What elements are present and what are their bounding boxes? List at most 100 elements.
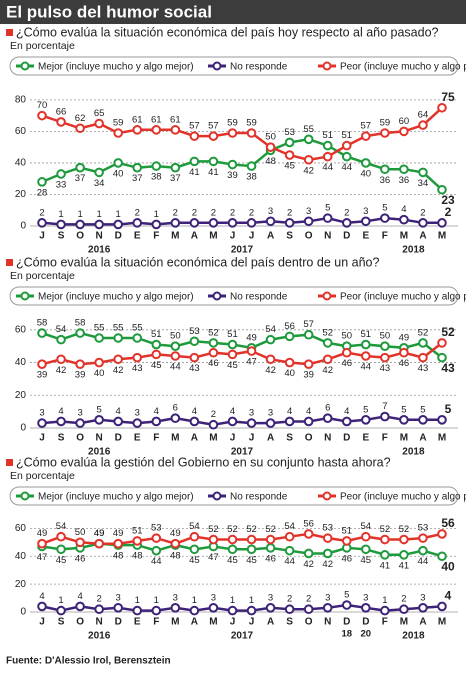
data-point	[303, 134, 314, 145]
data-point	[56, 605, 66, 616]
value-label: 66	[56, 106, 67, 117]
value-label: 56	[284, 321, 295, 332]
data-point	[380, 341, 390, 351]
data-point	[303, 359, 314, 369]
value-label: 52	[227, 524, 238, 535]
legend-item: No responde	[208, 61, 288, 73]
y-tick-label: 40	[15, 551, 27, 562]
value-label: 40	[113, 168, 124, 179]
value-label: 44	[284, 556, 295, 567]
value-label: 49	[170, 528, 181, 539]
x-tick-label: N	[324, 231, 331, 242]
data-point	[399, 126, 409, 137]
legend-box	[9, 56, 459, 76]
legend-item: No responde	[208, 491, 288, 503]
value-label: 41	[189, 167, 200, 178]
chart-title: ¿Cómo evalúa la situación económica del …	[16, 25, 439, 39]
legend-marker	[322, 61, 332, 71]
x-tick-label: F	[153, 231, 159, 242]
data-point	[227, 605, 238, 616]
data-point	[227, 349, 238, 360]
legend-item: No responde	[208, 291, 288, 303]
value-label: 56	[441, 516, 455, 530]
data-point	[208, 419, 219, 430]
year-label: 2016	[88, 447, 111, 458]
data-point	[380, 213, 390, 223]
value-label: 1	[192, 595, 197, 606]
data-point	[37, 418, 47, 428]
data-point	[208, 156, 219, 167]
value-label: 43	[441, 361, 455, 375]
value-label: 53	[151, 523, 162, 534]
data-point	[361, 544, 371, 555]
x-tick-label: S	[58, 231, 65, 242]
data-point	[341, 140, 352, 151]
value-label: 2	[445, 205, 452, 219]
value-label: 46	[399, 358, 410, 369]
data-point	[418, 338, 428, 348]
value-label: 53	[322, 523, 333, 534]
data-point	[380, 164, 390, 175]
data-point	[151, 533, 162, 543]
x-tick-label: J	[39, 433, 45, 444]
data-point	[284, 416, 295, 427]
value-label: 4	[230, 406, 235, 417]
value-label: 60	[399, 116, 410, 127]
legend-marker	[20, 61, 30, 71]
data-point	[132, 125, 143, 135]
value-label: 54	[284, 521, 295, 532]
data-point	[418, 167, 428, 178]
x-tick-note: 20	[361, 629, 372, 640]
value-label: 3	[363, 206, 368, 217]
data-point	[361, 216, 371, 227]
data-point	[341, 218, 352, 228]
value-label: 45	[284, 161, 295, 172]
data-point	[132, 333, 143, 343]
x-tick-label: E	[362, 433, 369, 444]
value-label: 51	[361, 329, 372, 340]
data-point	[75, 418, 85, 428]
data-point	[246, 161, 257, 171]
value-label: 58	[37, 318, 48, 329]
value-label: 59	[246, 118, 257, 129]
data-point	[361, 351, 371, 361]
data-point	[361, 415, 371, 425]
data-point	[399, 415, 409, 425]
data-point	[437, 184, 447, 195]
value-label: 51	[341, 525, 352, 536]
data-point	[380, 128, 390, 138]
data-point	[265, 142, 276, 152]
value-label: 3	[268, 408, 273, 419]
y-tick-label: 0	[20, 221, 26, 232]
value-label: 6	[325, 403, 330, 414]
data-point	[132, 418, 143, 428]
x-tick-label: M	[438, 433, 446, 444]
value-label: 4	[344, 406, 349, 417]
value-label: 57	[303, 319, 314, 330]
x-tick-label: F	[153, 617, 159, 628]
value-label: 3	[116, 592, 121, 603]
x-tick-label: O	[305, 433, 313, 444]
data-point	[227, 544, 238, 555]
value-label: 42	[113, 365, 124, 376]
value-label: 51	[322, 130, 333, 141]
x-tick-label: O	[76, 433, 84, 444]
data-point	[113, 158, 123, 168]
value-label: 52	[380, 524, 391, 535]
value-label: 47	[208, 552, 219, 563]
data-point	[265, 334, 276, 345]
data-point	[189, 544, 200, 555]
value-label: 40	[361, 168, 372, 179]
legend-box	[9, 286, 459, 306]
value-label: 41	[208, 167, 219, 178]
data-point	[151, 339, 162, 350]
data-point	[380, 352, 390, 363]
value-label: 45	[151, 360, 162, 371]
header-title: El pulso del humor social	[6, 2, 212, 21]
value-label: 52	[418, 327, 429, 338]
data-point	[418, 120, 428, 130]
value-label: 2	[211, 207, 216, 218]
value-label: 5	[401, 404, 406, 415]
data-point	[265, 603, 276, 613]
data-point	[437, 551, 447, 562]
